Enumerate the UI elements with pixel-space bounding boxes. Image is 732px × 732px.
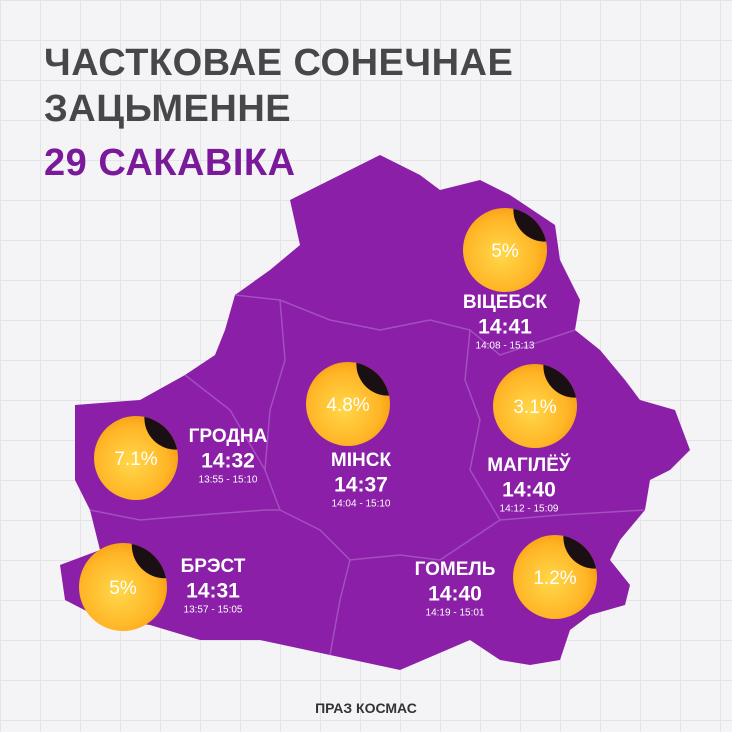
time-range: 14:19 - 15:01 [426,608,485,619]
city-name: ВІЦЕБСК [463,292,548,313]
city-name: БРЭСТ [181,556,246,577]
title: ЧАСТКОВАЕ СОНЕЧНАЕ [44,42,514,84]
max-time: 14:41 [478,316,532,339]
city-name: МІНСК [331,450,392,471]
coverage: 5% [491,241,519,262]
time-range: 14:04 - 15:10 [332,499,391,510]
max-time: 14:31 [186,580,240,603]
city: 4.8% МІНСК 14:37 14:04 - 15:10 [306,362,392,510]
max-time: 14:40 [502,479,556,502]
title: ЗАЦЬМЕННЕ [44,88,292,130]
city-name: ГОМЕЛЬ [415,559,496,580]
city-name: МАГІЛЁЎ [487,454,571,476]
time-range: 14:08 - 15:13 [476,341,535,352]
coverage: 7.1% [114,449,157,470]
max-time: 14:40 [428,583,482,606]
source: ПРАЗ КОСМАС [315,700,417,716]
region-borders [89,294,646,656]
time-range: 14:12 - 15:09 [500,504,559,515]
date: 29 САКАВІКА [44,142,296,184]
max-time: 14:37 [334,474,388,497]
coverage: 1.2% [533,568,576,589]
time-range: 13:55 - 15:10 [199,475,258,486]
city-name: ГРОДНА [189,426,268,447]
coverage: 4.8% [326,395,369,416]
coverage: 3.1% [513,397,556,418]
max-time: 14:32 [201,450,255,473]
coverage: 5% [109,578,137,599]
city: 5% БРЭСТ 14:31 13:57 - 15:05 [79,543,246,631]
time-range: 13:57 - 15:05 [184,605,243,616]
